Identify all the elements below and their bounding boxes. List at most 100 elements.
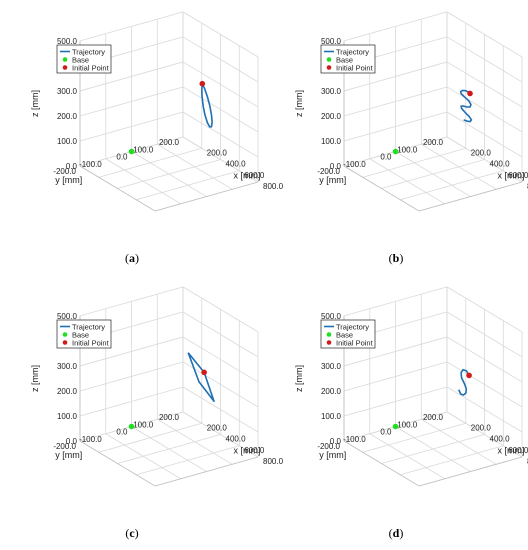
legend-base-swatch [327,57,332,62]
initial-point-marker [467,91,473,97]
floor-grid-line [396,427,471,472]
x-axis-line [344,166,419,211]
legend: TrajectoryBaseInitial Point [321,320,375,348]
y-tick-label: 100.0 [397,420,418,429]
base-marker [129,149,135,155]
floor-grid-line [132,152,207,197]
y-axis-line [419,457,522,486]
legend-initial-swatch [63,65,68,70]
y-axis-line [155,182,258,211]
z-tick-label: 500.0 [57,37,78,46]
z-tick-label: 200.0 [57,387,78,396]
z-tick-label: 300.0 [57,362,78,371]
z-tick-label: 100.0 [57,412,78,421]
floor-grid-line [106,434,181,479]
y-tick-label: 100.0 [133,145,154,154]
y-tick-label: 0.0 [380,428,392,437]
x-tick-label: 400.0 [226,435,247,444]
chart-svg: 0.0 100.0 200.0 300.0 400.0 500.0 -200.0-100.0… [264,275,528,550]
x-axis-label: x [mm] [234,171,261,181]
floor-grid-line [396,152,471,197]
initial-point-marker [466,373,472,379]
x-axis-label: x [mm] [498,446,525,456]
z-tick-label: 100.0 [321,137,342,146]
x-axis-label: x [mm] [234,446,261,456]
floor-grid-line [370,159,445,204]
chart-panel: 0.0 100.0 200.0 300.0 400.0 500.0 -200.0-100.0… [0,275,264,550]
panel-caption: (a) [125,251,139,265]
z-axis-label: z [mm] [30,90,40,117]
chart-svg: 0.0 100.0 200.0 300.0 400.0 500.0 -200.0-100.0… [0,0,264,275]
chart-svg: 0.0 100.0 200.0 300.0 400.0 500.0 -200.0-100.0… [264,0,528,275]
caption-letter: d [393,526,400,540]
legend-initial-swatch [327,340,332,345]
z-tick-label: 200.0 [321,112,342,121]
trajectory-line [202,84,212,127]
x-tick-label: 200.0 [207,148,228,157]
x-tick-label: 200.0 [471,423,492,432]
axes-grid [80,287,258,486]
initial-point-marker [201,370,207,376]
z-axis-label: z [mm] [30,365,40,392]
axes-grid [80,12,258,211]
chart-panel: 0.0 100.0 200.0 300.0 400.0 500.0 -200.0-100.0… [264,0,528,275]
y-tick-label: -100.0 [79,435,102,444]
x-axis-label: x [mm] [498,171,525,181]
y-tick-label: 200.0 [423,138,444,147]
x-tick-label: 400.0 [226,160,247,169]
y-tick-label: 100.0 [133,420,154,429]
legend-initial-swatch [63,340,68,345]
z-tick-label: 300.0 [321,87,342,96]
legend: TrajectoryBaseInitial Point [57,45,111,73]
panel-caption: (d) [389,526,404,540]
z-tick-label: 200.0 [321,387,342,396]
y-tick-label: 0.0 [380,153,392,162]
x-axis-line [80,441,155,486]
panel-caption: (c) [125,526,138,540]
legend-base-swatch [63,57,68,62]
panel-caption: (b) [389,251,404,265]
caption-letter: a [129,251,135,265]
y-tick-label: 0.0 [116,428,128,437]
base-marker [393,424,399,430]
y-tick-label: 200.0 [159,413,180,422]
y-tick-label: 200.0 [159,138,180,147]
y-tick-label: -100.0 [343,435,366,444]
legend-initial-label: Initial Point [72,64,110,73]
y-tick-label: 200.0 [423,413,444,422]
z-tick-label: 500.0 [321,312,342,321]
y-axis-line [419,182,522,211]
floor-grid-line [370,434,445,479]
axes-grid [344,12,522,211]
y-axis-label: y [mm] [55,450,82,460]
y-axis-label: y [mm] [319,450,346,460]
base-marker [393,149,399,155]
initial-point-marker [199,81,205,87]
y-axis-line [155,457,258,486]
z-axis-label: z [mm] [294,365,304,392]
caption-letter: c [129,526,135,540]
z-tick-label: 100.0 [321,412,342,421]
legend-initial-label: Initial Point [72,339,110,348]
x-axis-line [344,441,419,486]
floor-grid-line [132,427,207,472]
z-tick-label: 200.0 [57,112,78,121]
z-axis-label: z [mm] [294,90,304,117]
z-tick-label: 300.0 [321,362,342,371]
axes-grid [344,287,522,486]
trajectory-line [188,353,214,402]
legend-base-swatch [327,332,332,337]
z-tick-label: 500.0 [321,37,342,46]
chart-panel: 0.0 100.0 200.0 300.0 400.0 500.0 -200.0-100.0… [0,0,264,275]
floor-grid-line [106,159,181,204]
legend-initial-swatch [327,65,332,70]
x-tick-label: 200.0 [471,148,492,157]
z-tick-label: 100.0 [57,137,78,146]
x-tick-label: 400.0 [490,435,511,444]
y-axis-label: y [mm] [319,175,346,185]
y-tick-label: 0.0 [116,153,128,162]
z-tick-label: 300.0 [57,87,78,96]
